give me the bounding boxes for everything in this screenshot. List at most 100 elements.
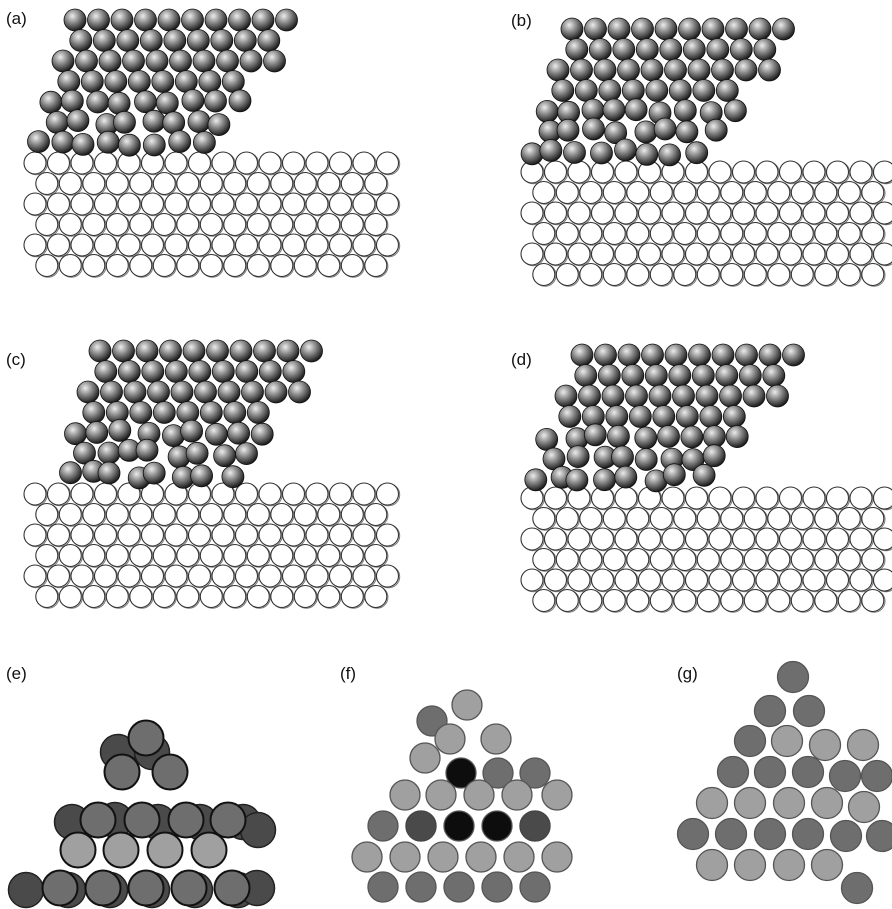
substrate-atom [340,584,364,609]
cluster-atom-mid [151,753,189,791]
substrate-atom [246,212,270,237]
substrate-atom [626,180,650,205]
slider-atom [621,364,645,387]
substrate-atom [790,506,814,531]
slider-atom [617,343,641,367]
slider-atom [92,29,116,52]
substrate-atom [129,253,153,278]
substrate-atom [814,221,838,246]
substrate-atom [767,547,791,572]
substrate-atom [140,523,165,547]
slider-atom [588,38,612,61]
slider-atom [192,131,216,154]
slider-atom [216,49,239,73]
slider-atom [246,401,270,424]
slider-atom [657,425,680,448]
substrate-atom [661,201,685,225]
cluster-atom [695,848,729,882]
substrate-atom [814,506,838,531]
slider-atom [672,384,695,408]
substrate-atom [684,242,709,266]
substrate-atom [614,242,638,266]
substrate-atom [743,547,767,572]
substrate-atom [223,253,247,278]
substrate-atom [743,588,767,613]
substrate-atom [352,192,376,216]
substrate-atom [105,502,129,527]
slider-atom [104,70,128,93]
cluster-atom [733,786,767,820]
cluster-atom [445,757,477,789]
substrate-atom [211,523,235,547]
substrate-atom [234,192,259,216]
cluster-atom-mid [103,753,141,791]
slider-atom [601,384,625,408]
slider-atom [135,438,159,462]
slider-atom [582,117,605,141]
substrate-atom [199,171,223,196]
slider-atom [123,380,147,404]
substrate-atom [93,192,118,216]
substrate-atom [637,527,662,551]
substrate-atom [626,547,650,572]
substrate-atom [105,253,129,278]
slider-atom [659,38,683,61]
slider-atom [235,442,258,466]
substrate-atom [731,486,756,510]
substrate-atom [837,262,861,287]
cluster-atom [480,723,512,755]
substrate-atom [46,192,71,216]
substrate-atom [23,192,47,216]
slider-atom [127,70,151,93]
cluster-atom [443,871,475,903]
slider-atom [155,91,179,115]
panel-f [351,689,573,903]
slider-atom [729,38,753,61]
substrate-atom [35,171,59,196]
slider-atom [257,29,281,52]
cluster-atom-front [84,869,122,907]
substrate-atom [35,543,59,568]
cluster-atom-mid [79,801,117,839]
panel-b [520,17,892,287]
slider-atom [176,401,200,424]
cluster-atom-front [41,869,79,907]
slider-atom [134,90,157,114]
substrate-atom [543,242,568,266]
slider-atom [59,461,82,485]
substrate-atom [46,151,71,175]
substrate-atom [93,482,118,506]
substrate-atom [602,262,626,287]
slider-atom [645,79,669,102]
substrate-atom [673,180,697,205]
slider-atom [742,384,766,408]
substrate-atom [790,262,814,287]
substrate-atom [861,262,885,287]
substrate-atom [755,160,779,184]
substrate-atom [58,171,82,196]
substrate-atom [105,584,129,609]
slider-atom [164,360,188,383]
substrate-atom [328,192,353,216]
substrate-atom [105,171,129,196]
substrate-atom [352,233,376,257]
slider-atom [97,441,121,465]
slider-atom [51,49,75,73]
substrate-atom [861,588,885,613]
substrate-atom [164,564,188,588]
slider-atom [692,79,716,102]
substrate-atom [211,564,235,588]
slider-atom [621,79,645,102]
substrate-atom [743,180,767,205]
slider-atom [204,8,228,32]
substrate-atom [211,192,235,216]
slider-atom [566,445,590,469]
substrate-atom [293,584,317,609]
substrate-atom [258,523,282,547]
slider-atom [263,49,286,73]
substrate-atom [837,506,861,531]
substrate-atom [352,482,376,506]
substrate-atom [176,543,200,568]
substrate-atom [258,482,282,506]
substrate-atom [328,233,353,257]
